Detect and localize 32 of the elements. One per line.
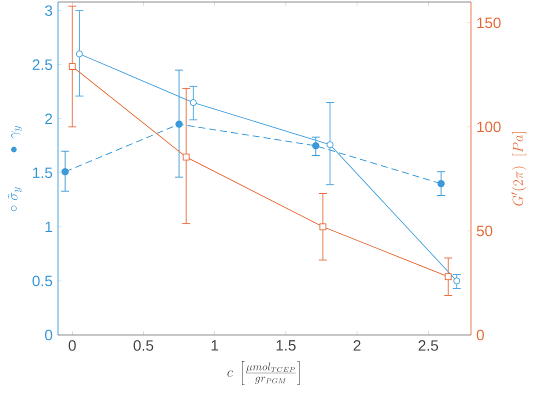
x-axis-title: $c\ \left[\frac{\mu mol_{TCEP}}{gr_{PGM}}\right]$: [227, 360, 300, 386]
point: [76, 50, 83, 58]
point: [68, 63, 76, 70]
point: [319, 223, 326, 230]
point: [190, 99, 197, 106]
point: [61, 168, 69, 176]
y-tick-label: 0: [45, 330, 52, 340]
x-tick-label: 1: [212, 340, 218, 351]
y2-tick-label: 100: [477, 122, 501, 132]
point: [453, 277, 460, 284]
y-tick-label: 1.5: [33, 168, 52, 178]
point: [326, 141, 334, 148]
y2-tick-label: 50: [476, 226, 492, 236]
y2-tick-label: 150: [477, 17, 501, 28]
point: [444, 273, 452, 280]
y-tick-label: 0.5: [32, 276, 52, 286]
y-tick-label: 2.5: [32, 59, 52, 70]
point: [175, 120, 183, 128]
point: [182, 154, 190, 160]
y-tick-label: 3: [45, 5, 52, 16]
x-tick-label: 0: [68, 340, 76, 351]
point: [437, 180, 445, 188]
y-tick-label: 1: [46, 222, 52, 232]
point: [312, 142, 320, 150]
x-tick-label: 1.5: [276, 340, 296, 351]
x-tick-label: 2.5: [418, 340, 438, 351]
x-tick-label: 2: [354, 340, 360, 351]
x-tick-label: 0.5: [134, 340, 154, 351]
y-tick-label: 2: [45, 114, 52, 124]
y2-axis-title: $G'(2\pi)\ \ [Pa]$: [511, 132, 526, 206]
y-axis-title: $\circ\ \tilde{\sigma}_y\qquad \bullet\ \gamma_y$: [8, 126, 22, 212]
y2-tick-label: 0: [476, 330, 484, 340]
